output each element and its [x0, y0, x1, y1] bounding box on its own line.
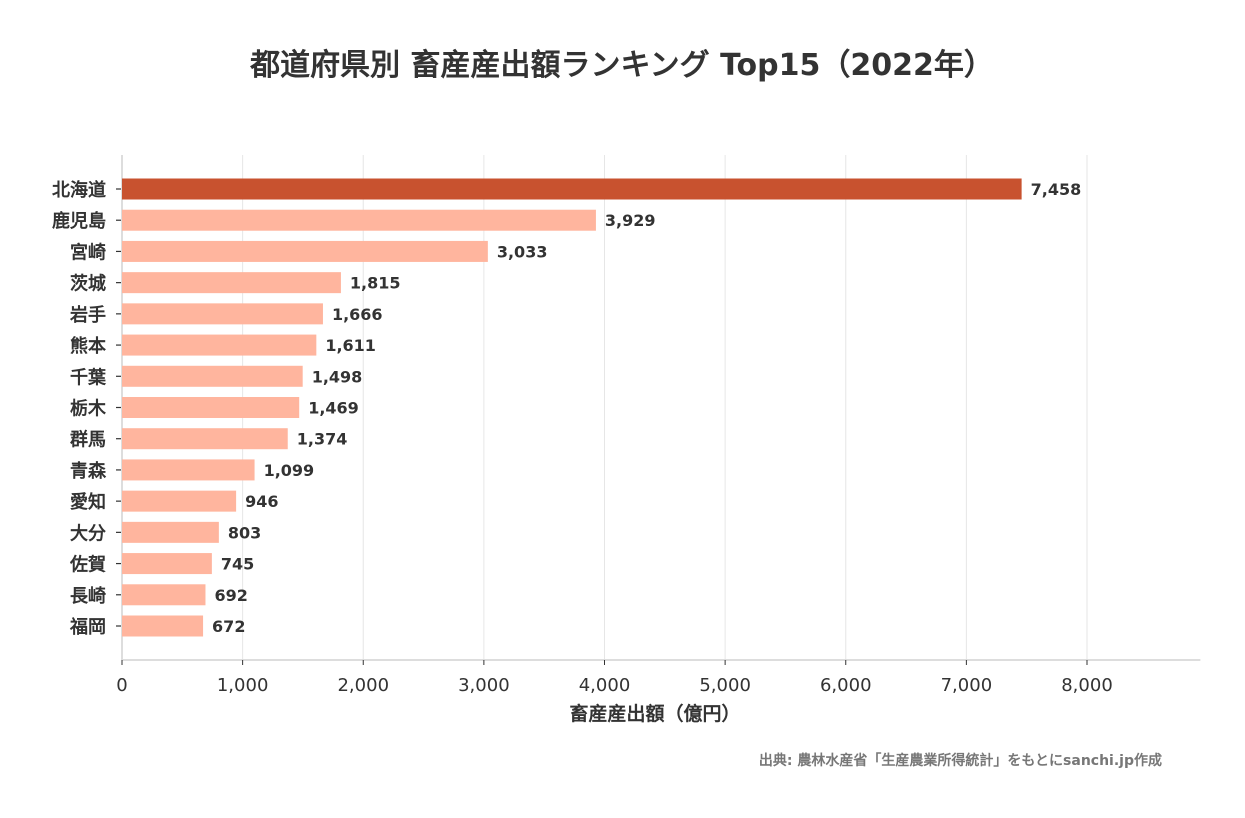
data-label: 3,929: [605, 211, 656, 230]
x-tick-label: 2,000: [337, 675, 389, 696]
x-tick-label: 0: [116, 675, 127, 696]
chart-title: 都道府県別 畜産産出額ランキング Top15（2022年）: [249, 48, 994, 83]
y-tick-label: 佐賀: [69, 554, 106, 576]
bar: [122, 209, 596, 231]
data-label: 1,611: [325, 336, 376, 355]
bar: [122, 178, 1022, 200]
data-label: 3,033: [497, 242, 548, 261]
x-tick-label: 6,000: [820, 675, 872, 696]
bar: [122, 334, 317, 356]
data-label: 1,099: [264, 461, 315, 480]
bar: [122, 397, 300, 418]
bar: [122, 240, 488, 262]
y-tick-label: 群馬: [70, 429, 106, 451]
data-label: 1,374: [297, 430, 348, 449]
data-label: 745: [221, 555, 254, 574]
y-tick-label: 鹿児島: [52, 210, 106, 232]
bar: [122, 428, 288, 450]
bar: [122, 365, 303, 387]
data-label: 1,666: [332, 305, 383, 324]
bar: [122, 490, 237, 512]
y-tick-label: 青森: [70, 460, 107, 482]
y-tick-label: 愛知: [70, 491, 106, 513]
y-tick-label: 岩手: [69, 304, 106, 326]
data-label: 692: [214, 586, 247, 605]
x-tick-label: 7,000: [941, 675, 993, 696]
y-tick-label: 千葉: [70, 367, 107, 388]
bar: [122, 553, 212, 575]
data-label: 946: [245, 492, 278, 511]
y-tick-label: 福岡: [69, 616, 106, 638]
y-tick-label: 熊本: [70, 335, 106, 357]
y-tick-label: 大分: [70, 522, 106, 544]
y-tick-label: 宮崎: [70, 241, 106, 263]
data-label: 7,458: [1031, 180, 1082, 199]
y-tick-label: 栃木: [70, 398, 107, 420]
bar: [122, 584, 206, 606]
bar: [122, 521, 219, 543]
x-tick-label: 1,000: [217, 675, 269, 696]
y-tick-label: 茨城: [70, 273, 106, 295]
data-label: 1,469: [308, 399, 359, 418]
bar: [122, 272, 341, 294]
y-tick-label: 北海道: [52, 179, 106, 201]
data-label: 803: [228, 523, 261, 542]
data-label: 672: [212, 617, 245, 636]
source-note: 出典: 農林水産省「生産農業所得統計」をもとにsanchi.jp作成: [759, 752, 1162, 769]
x-tick-label: 4,000: [579, 675, 631, 696]
bar: [122, 303, 323, 325]
x-tick-label: 3,000: [458, 675, 510, 696]
data-label: 1,498: [312, 367, 363, 386]
bar: [122, 459, 255, 481]
data-label: 1,815: [350, 274, 401, 293]
x-axis-label: 畜産産出額（億円）: [569, 702, 740, 725]
bar: [122, 615, 204, 637]
y-tick-label: 長崎: [70, 585, 106, 607]
x-tick-label: 8,000: [1061, 675, 1113, 696]
x-tick-label: 5,000: [699, 675, 751, 696]
